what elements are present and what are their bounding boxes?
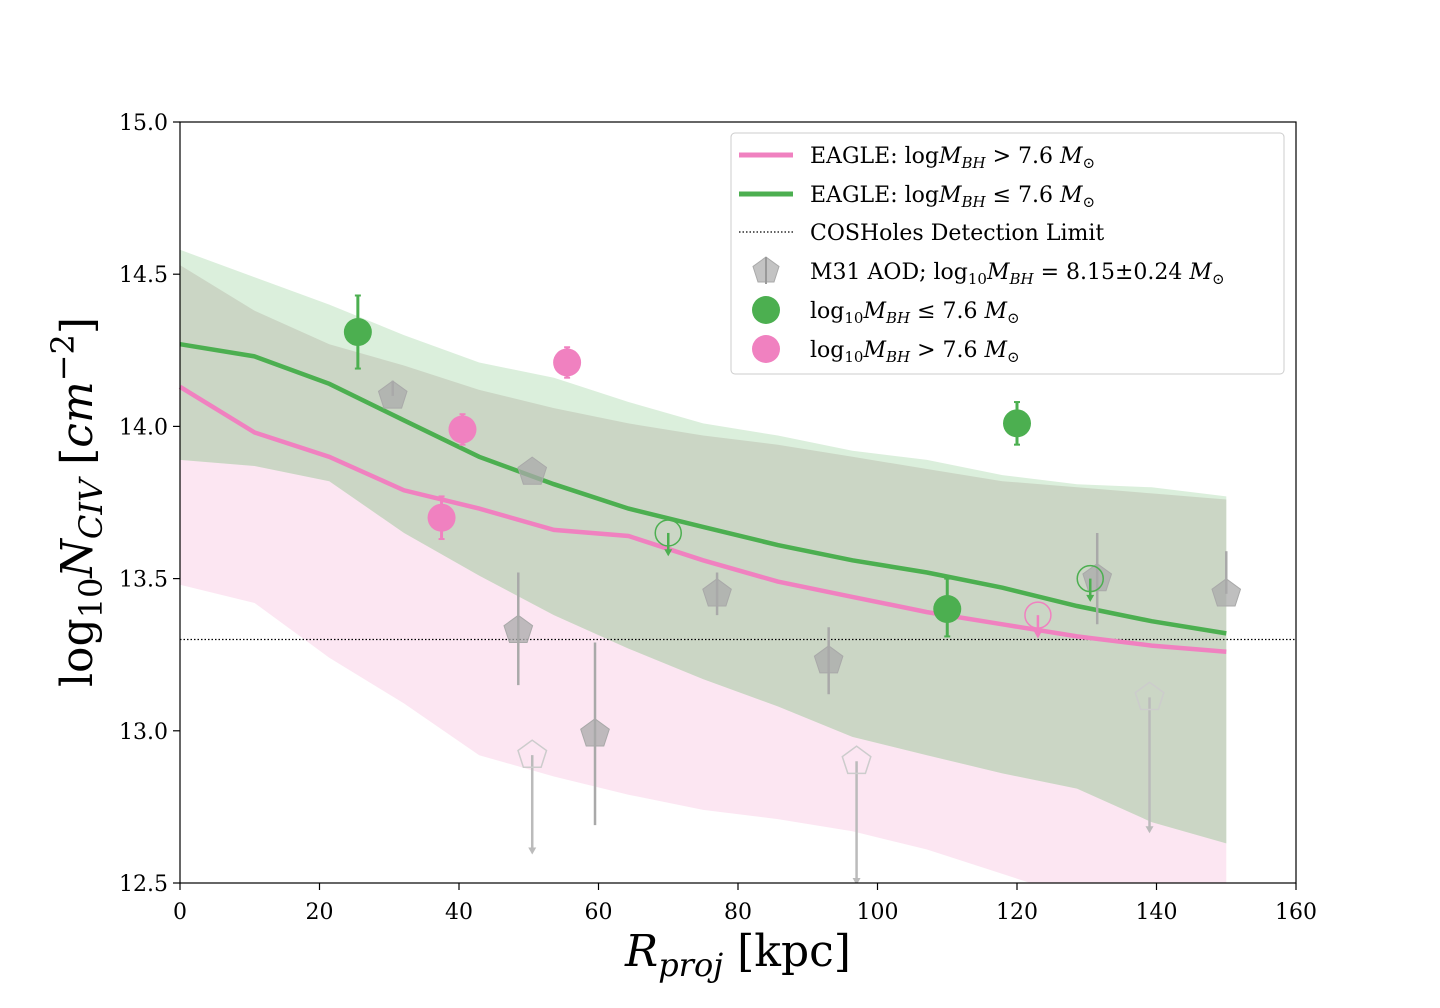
x-tick-label: 40 [445,900,473,925]
m31-marker [377,380,408,409]
m31-arrowhead [1145,826,1154,834]
legend-box [730,132,1285,375]
y-tick-label: 14.5 [119,263,168,288]
m31-point [517,739,548,855]
green-arrowhead [1086,594,1095,602]
pink-point [553,346,582,379]
y-tick-label: 15.0 [119,111,168,136]
model-lines [178,341,1227,654]
pink-arrowhead [1033,631,1042,639]
green-marker [343,318,372,347]
pink-marker [427,503,456,532]
y-tick-label: 14.0 [119,415,168,440]
m31-point [377,380,408,409]
line-eagle-low [179,341,1227,636]
green-marker [1003,409,1031,438]
pink-point [1024,601,1052,639]
legend-swatch-pink-circle [752,335,780,363]
x-tick-label: 160 [1275,900,1317,925]
legend-label-obs-low: log10MBH ≤ 7.6 M⊙ [810,299,1020,327]
m31-point [813,627,844,695]
m31-marker [1211,578,1242,607]
legend-swatch-green-circle [752,296,780,324]
legend-label-eagle-low: EAGLE: logMBH ≤ 7.6 M⊙ [810,183,1095,211]
band-pink [180,459,1227,883]
pink-point [427,495,456,541]
x-tick-label: 120 [996,900,1038,925]
m31-marker [503,614,534,643]
m31-marker [580,718,610,747]
band-green [180,249,1227,844]
axis-ticks: 0 20 40 60 80 100 120 140 160 12.5 13.0 13.5 14.0 14.… [119,111,1317,925]
legend: EAGLE: logMBH > 7.6 M⊙ EAGLE: logMBH ≤ 7… [730,132,1285,375]
confidence-bands [180,249,1227,883]
m31-marker-open [517,739,548,769]
m31-point [580,642,610,826]
green-point [933,577,962,638]
m31-point [517,456,548,485]
band-overlap [180,265,1227,844]
x-tick-label: 140 [1136,900,1178,925]
y-axis-label: log10NCIV [cm−2] [44,317,110,687]
y-tick-label: 12.5 [119,872,168,897]
legend-label-eagle-high: EAGLE: logMBH > 7.6 M⊙ [810,144,1095,172]
x-tick-label: 0 [173,900,187,925]
m31-point [1134,681,1165,834]
green-point [1003,401,1031,446]
m31-arrowhead [852,878,861,883]
green-marker [933,595,962,624]
legend-swatch-pentagon [752,256,780,284]
m31-marker [813,645,844,674]
pink-marker [553,348,582,377]
x-tick-label: 60 [585,900,613,925]
m31-marker-open [1134,681,1165,711]
line-eagle-high [178,384,1227,654]
green-arrowhead [664,549,673,557]
m31-point [841,745,872,883]
legend-label-detection-limit: COSHoles Detection Limit [810,221,1104,246]
m31-marker [702,578,732,607]
green-point [654,519,682,557]
green-point [1076,564,1104,602]
m31-point [702,572,732,616]
data-points [343,294,1242,883]
pink-point [448,413,477,446]
pink-marker [448,415,477,444]
green-point [343,294,372,370]
y-tick-label: 13.0 [119,720,168,745]
m31-point [503,572,534,686]
x-tick-label: 80 [724,900,752,925]
y-tick-label: 13.5 [119,568,168,593]
m31-marker [517,456,548,485]
legend-label-obs-high: log10MBH > 7.6 M⊙ [810,338,1020,366]
m31-arrowhead [528,847,537,855]
x-axis-label: Rproj [kpc] [624,926,851,984]
m31-marker-open [841,745,872,775]
x-tick-label: 20 [306,900,334,925]
m31-point [1211,551,1242,607]
x-tick-label: 100 [857,900,899,925]
